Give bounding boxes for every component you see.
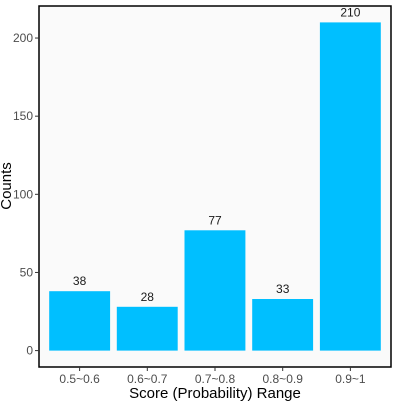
y-tick-label: 100	[13, 187, 33, 201]
data-labels-group: 38 28 77 33 210	[73, 5, 361, 303]
x-axis: 0.5~0.6 0.6~0.7 0.7~0.8 0.8~0.9 0.9~1	[59, 367, 366, 386]
x-tick-label: 0.6~0.7	[127, 372, 168, 386]
x-axis-title: Score (Probability) Range	[129, 385, 301, 402]
data-label-0.5~0.6: 38	[73, 274, 87, 288]
x-tick-label: 0.5~0.6	[59, 372, 100, 386]
bar-0.5~0.6	[49, 291, 111, 351]
x-tick-label: 0.9~1	[335, 372, 366, 386]
data-label-0.7~0.8: 77	[208, 213, 222, 227]
bar-0.7~0.8	[184, 230, 246, 351]
x-tick-label: 0.8~0.9	[263, 372, 304, 386]
data-label-0.6~0.7: 28	[141, 290, 155, 304]
y-axis: 0 50 100 150 200	[13, 31, 39, 358]
bar-0.8~0.9	[252, 299, 314, 351]
bars-group	[49, 22, 381, 351]
bar-0.9~1	[319, 22, 381, 351]
data-label-0.8~0.9: 33	[276, 282, 290, 296]
y-tick-label: 200	[13, 31, 33, 45]
y-tick-label: 50	[20, 266, 34, 280]
data-label-0.9~1: 210	[340, 5, 360, 19]
y-tick-label: 0	[26, 344, 33, 358]
bar-0.6~0.7	[116, 306, 178, 351]
y-axis-title: Counts	[0, 162, 15, 210]
x-tick-label: 0.7~0.8	[195, 372, 236, 386]
y-tick-label: 150	[13, 109, 33, 123]
